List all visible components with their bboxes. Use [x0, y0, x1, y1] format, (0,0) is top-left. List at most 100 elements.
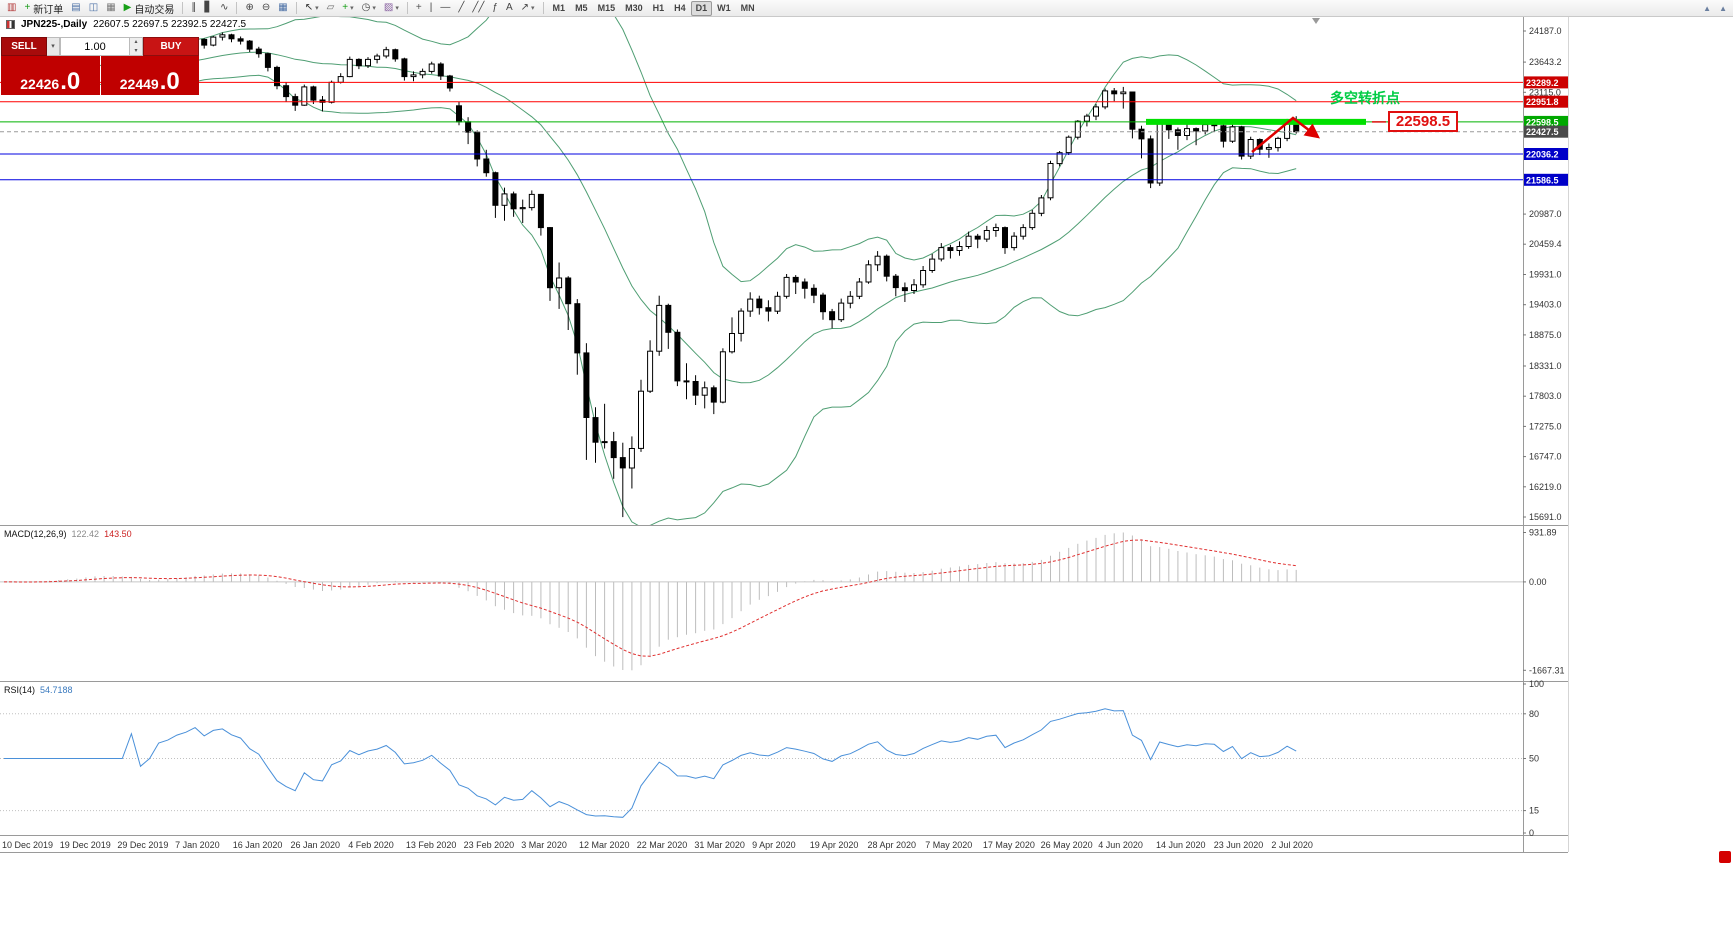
timeframe-m5-button[interactable]: M5	[575, 3, 588, 13]
new-chart-icon: ▥	[7, 2, 17, 13]
autotrading-button[interactable]: ▶ 自动交易	[120, 1, 179, 16]
svg-text:19403.0: 19403.0	[1529, 300, 1562, 310]
timeframe-m30-button[interactable]: M30	[625, 3, 643, 13]
svg-text:23115.0: 23115.0	[1529, 87, 1561, 97]
turning-point-note[interactable]: 多空转折点	[1330, 90, 1400, 106]
candlestick-mode-button[interactable]: ▋	[200, 1, 216, 16]
rsi-line	[4, 708, 1297, 818]
objects-list-button[interactable]: ▱	[323, 1, 339, 16]
svg-text:100: 100	[1529, 679, 1544, 689]
candlestick-series	[1, 32, 1300, 518]
crosshair-tool-button[interactable]: +	[412, 1, 426, 16]
svg-text:0.00: 0.00	[1529, 577, 1547, 587]
svg-text:16219.0: 16219.0	[1529, 482, 1562, 492]
bottom-right-red-icon[interactable]	[1719, 851, 1731, 863]
indicators-add-button[interactable]: + ▾	[338, 1, 357, 16]
fibonacci-tool-button[interactable]: ƒ	[488, 1, 502, 16]
new-order-button[interactable]: + 新订单	[20, 1, 67, 16]
candlestick-mode-icon: ▋	[204, 2, 213, 13]
fibonacci-tool-icon: ƒ	[492, 2, 498, 13]
bar-chart-mode-button[interactable]: ∥	[187, 1, 200, 16]
lot-size-input[interactable]	[61, 38, 129, 55]
axis-price-box	[1524, 173, 1568, 186]
toolbar: ▥ + 新订单 ▤ ◫ ▦ ▶ 自动交易 ∥ ▋ ∿ ⊕ ⊖ ▦ ↖ ▾ ▱ + ▾ ◷ ▾ ▨ ▾ + | — ╱ ╱╱ ƒ A ↗ ▾ M1…	[0, 0, 1733, 17]
buy-button[interactable]: BUY	[143, 37, 199, 56]
trendline-tool-icon: ╱	[458, 2, 465, 13]
svg-text:10 Dec 2019: 10 Dec 2019	[2, 840, 53, 850]
channel-tool-button[interactable]: ╱╱	[468, 1, 488, 16]
macd-signal-value: 143.50	[104, 529, 132, 539]
bar-chart-mode-icon: ∥	[191, 2, 197, 13]
sell-price-int: 22426	[20, 75, 60, 92]
sell-price-box[interactable]: 22426 .0	[1, 56, 100, 95]
svg-text:20987.0: 20987.0	[1529, 209, 1562, 219]
chart-shift-button[interactable]: ▤	[67, 1, 84, 16]
data-window-button[interactable]: ▦	[102, 1, 119, 16]
red-trend-arrow[interactable]	[1251, 116, 1320, 153]
axis-price-box	[1524, 125, 1568, 138]
line-chart-mode-button[interactable]: ∿	[216, 1, 232, 16]
symbol-period-label: JPN225-,Daily	[21, 19, 88, 30]
market-watch-button[interactable]: ◫	[85, 1, 102, 16]
timeframe-h4-button[interactable]: H4	[674, 3, 686, 13]
macd-histogram	[12, 532, 1297, 671]
buy-price-frac: .0	[159, 67, 180, 95]
crosshair-tool-icon: +	[415, 2, 422, 13]
templates-button[interactable]: ▨ ▾	[380, 1, 403, 16]
toolbar-overflow-icon-2[interactable]: ▲	[1719, 3, 1727, 13]
price-annotation-label[interactable]: 22598.5	[1388, 111, 1458, 132]
svg-text:13 Feb 2020: 13 Feb 2020	[406, 840, 457, 850]
sell-button[interactable]: SELL	[1, 37, 47, 56]
lot-stepper: ▴ ▾	[130, 37, 143, 56]
toolbar-overflow-icon-1[interactable]: ▲	[1703, 3, 1712, 13]
vertical-line-tool-icon: |	[429, 2, 433, 13]
svg-text:3 Mar 2020: 3 Mar 2020	[521, 840, 567, 850]
svg-text:21586.5: 21586.5	[1526, 175, 1559, 185]
macd-pane	[0, 532, 1523, 671]
svg-text:22598.5: 22598.5	[1526, 117, 1559, 127]
tile-windows-icon: ▦	[278, 2, 288, 13]
arrows-tool-button[interactable]: ↗ ▾	[517, 1, 539, 16]
arrows-tool-caret-icon: ▾	[531, 5, 535, 12]
svg-text:28 Apr 2020: 28 Apr 2020	[868, 840, 917, 850]
timeframe-w1-button[interactable]: W1	[717, 3, 731, 13]
horizontal-line-tool-button[interactable]: —	[436, 1, 454, 16]
timeframe-h1-button[interactable]: H1	[652, 3, 665, 13]
timeframe-d1-button[interactable]: D1	[690, 0, 713, 16]
timeframe-m15-button[interactable]: M15	[597, 3, 616, 13]
trendline-tool-button[interactable]: ╱	[454, 1, 468, 16]
timeframe-m1-button[interactable]: M1	[552, 3, 566, 13]
zoom-out-button[interactable]: ⊖	[258, 1, 274, 16]
svg-text:23289.2: 23289.2	[1526, 78, 1559, 88]
chart-shift-marker-icon[interactable]	[1312, 18, 1320, 24]
tile-windows-button[interactable]: ▦	[274, 1, 291, 16]
svg-text:9 Apr 2020: 9 Apr 2020	[752, 840, 796, 850]
cursor-button[interactable]: ↖ ▾	[301, 1, 323, 16]
objects-list-icon: ▱	[326, 2, 335, 13]
new-order-label: 新订单	[33, 4, 64, 16]
horizontal-line-tool-icon: —	[440, 2, 451, 13]
svg-text:23643.2: 23643.2	[1529, 57, 1562, 67]
lot-increase-button[interactable]: ▴	[130, 38, 142, 47]
text-tool-button[interactable]: A	[502, 1, 517, 16]
rsi-name: RSI(14)	[4, 685, 36, 695]
arrows-tool-icon: ↗	[520, 2, 530, 13]
lot-decrease-button[interactable]: ▾	[130, 46, 142, 55]
periods-button[interactable]: ◷ ▾	[358, 1, 380, 16]
macd-main-value: 122.42	[71, 529, 100, 539]
svg-text:24187.0: 24187.0	[1529, 26, 1562, 36]
svg-text:80: 80	[1529, 709, 1539, 719]
svg-text:22 Mar 2020: 22 Mar 2020	[637, 840, 688, 850]
macd-label: MACD(12,26,9) 122.42 143.50	[4, 529, 132, 539]
order-options-caret-icon[interactable]: ▾	[47, 37, 60, 56]
svg-text:2 Jul 2020: 2 Jul 2020	[1271, 840, 1313, 850]
buy-price-box[interactable]: 22449 .0	[100, 56, 199, 95]
svg-text:29 Dec 2019: 29 Dec 2019	[117, 840, 168, 850]
timeframe-mn-button[interactable]: MN	[740, 3, 755, 13]
autotrading-icon: ▶	[123, 2, 132, 13]
new-chart-button[interactable]: ▥	[3, 1, 20, 16]
svg-text:23 Jun 2020: 23 Jun 2020	[1214, 840, 1264, 850]
zoom-in-button[interactable]: ⊕	[241, 1, 257, 16]
vertical-line-tool-button[interactable]: |	[426, 1, 437, 16]
